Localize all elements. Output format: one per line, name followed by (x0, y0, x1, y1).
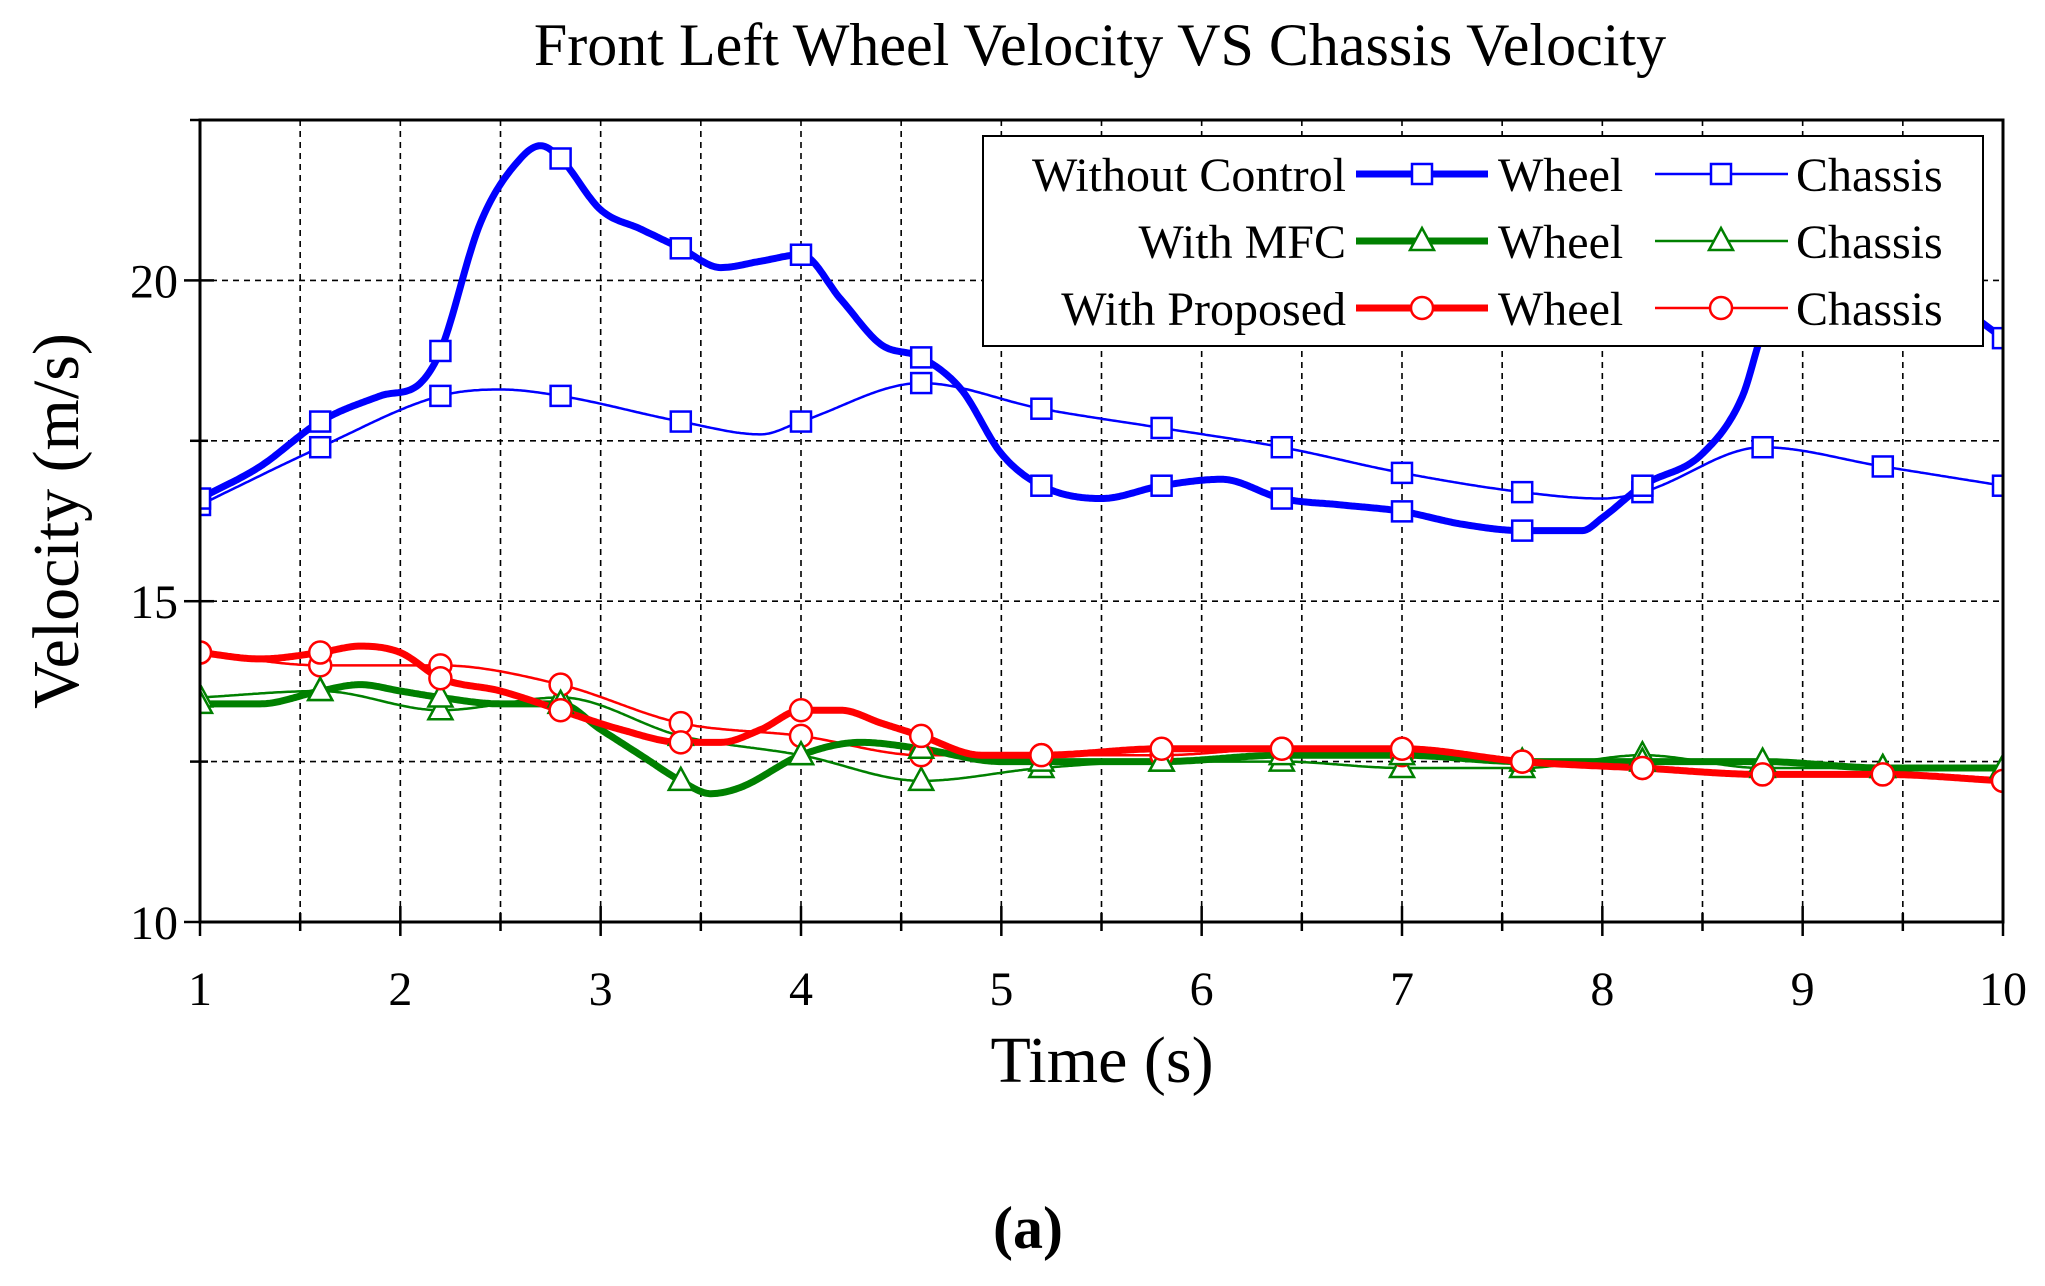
data-point-without-control-chassis (789, 410, 813, 433)
data-point-with-proposed-wheel (1029, 742, 1054, 768)
data-point-with-mfc-wheel (786, 739, 816, 766)
legend-group-label: Without Control (1032, 149, 1346, 202)
data-point-without-control-wheel (1150, 474, 1173, 497)
data-point-with-proposed-wheel (908, 723, 934, 749)
data-point-without-control-chassis (909, 371, 933, 395)
x-tick-label: 9 (1791, 963, 1815, 1016)
data-point-without-control-chassis (1991, 474, 2003, 497)
x-tick-label: 8 (1590, 963, 1614, 1016)
series-line-with-mfc-wheel (200, 681, 2003, 798)
data-point-with-mfc-wheel (666, 765, 695, 792)
data-point-without-control-wheel (1991, 326, 2003, 350)
legend: Without Control Wheel Chassis With MFC Wheel… (982, 135, 1984, 347)
x-tick-label: 10 (1979, 963, 2027, 1016)
legend-entry-label: Chassis (1796, 283, 1943, 336)
data-point-with-proposed-wheel (307, 640, 333, 665)
y-tick-label: 10 (130, 897, 178, 950)
legend-marker-wheel (1407, 225, 1437, 252)
data-point-without-control-chassis (429, 384, 452, 408)
data-point-without-control-wheel (308, 410, 332, 433)
legend-group-label: With MFC (1139, 216, 1346, 269)
data-point-without-control-chassis (1270, 435, 1294, 459)
data-point-without-control-wheel (1270, 487, 1294, 510)
data-point-without-control-chassis (549, 384, 572, 408)
data-point-without-control-wheel (1510, 519, 1534, 542)
data-point-with-proposed-wheel (1870, 762, 1896, 787)
axis-ticks: 1 2 3 4 5 6 7 8 9 10 10 15 20 (130, 118, 2027, 1016)
legend-group-label: With Proposed (1061, 283, 1346, 336)
data-point-with-mfc-chassis (426, 694, 455, 721)
data-point-with-proposed-wheel (1630, 755, 1655, 781)
data-point-without-control-wheel (549, 147, 572, 170)
data-point-with-proposed-wheel (428, 665, 453, 691)
data-point-without-control-chassis (669, 410, 693, 433)
data-point-without-control-wheel (669, 237, 693, 260)
data-point-with-proposed-wheel (1509, 749, 1535, 774)
data-point-without-control-chassis (308, 435, 332, 459)
data-point-without-control-chassis (1751, 435, 1774, 459)
x-tick-label: 6 (1190, 963, 1214, 1016)
data-point-without-control-chassis (1871, 455, 1895, 478)
x-tick-label: 7 (1390, 963, 1414, 1016)
legend-marker-wheel (1409, 295, 1435, 321)
data-point-with-proposed-wheel (1990, 768, 2003, 794)
y-tick-label: 20 (130, 255, 178, 308)
x-tick-label: 1 (188, 963, 212, 1016)
data-point-with-mfc-chassis (907, 765, 936, 792)
data-point-with-proposed-wheel (1389, 736, 1415, 762)
data-point-without-control-wheel (1631, 474, 1654, 497)
data-point-without-control-chassis (1150, 416, 1173, 440)
legend-marker-chassis (1708, 295, 1734, 321)
chart-title: Front Left Wheel Velocity VS Chassis Vel… (534, 12, 1666, 78)
x-tick-label: 2 (388, 963, 412, 1016)
data-point-without-control-chassis (1030, 397, 1053, 420)
data-point-with-proposed-wheel (1269, 736, 1295, 762)
data-point-with-proposed-wheel (668, 730, 694, 755)
data-point-without-control-wheel (429, 339, 452, 363)
data-point-without-control-wheel (1390, 500, 1414, 523)
legend-entry-label: Wheel (1498, 216, 1623, 269)
x-tick-label: 5 (989, 963, 1013, 1016)
y-tick-label: 15 (130, 576, 178, 629)
series-line-without-control-wheel (200, 142, 2003, 535)
legend-entry-label: Chassis (1796, 149, 1943, 202)
data-point-with-proposed-wheel (200, 640, 213, 665)
legend-entry-label: Chassis (1796, 216, 1943, 269)
legend-marker-chassis (1709, 162, 1733, 186)
data-point-without-control-chassis (1390, 461, 1414, 485)
series-line-with-proposed-wheel (200, 642, 2003, 785)
x-axis-label: Time (s) (990, 1024, 1213, 1097)
data-point-without-control-wheel (1030, 474, 1053, 497)
data-point-without-control-chassis (1510, 480, 1534, 504)
data-point-with-proposed-wheel (1149, 736, 1174, 762)
data-point-with-proposed-wheel (788, 698, 814, 723)
legend-entry-label: Wheel (1498, 283, 1623, 336)
x-tick-label: 3 (589, 963, 613, 1016)
data-point-with-proposed-wheel (548, 698, 573, 723)
x-tick-label: 4 (789, 963, 813, 1016)
data-point-without-control-wheel (909, 346, 933, 369)
legend-entry-label: Wheel (1498, 149, 1623, 202)
panel-label: (a) (993, 1195, 1063, 1261)
legend-marker-chassis (1706, 225, 1736, 252)
series-line-without-control-chassis (200, 381, 2003, 507)
y-axis-label: Velocity (m/s) (20, 333, 93, 709)
data-point-without-control-wheel (200, 487, 212, 510)
data-point-with-mfc-wheel (200, 688, 215, 715)
data-point-with-proposed-wheel (1750, 762, 1775, 787)
legend-marker-wheel (1410, 162, 1434, 186)
data-point-with-mfc-wheel (306, 675, 335, 702)
data-point-without-control-wheel (789, 243, 813, 266)
data-point-with-mfc-wheel (426, 681, 455, 708)
